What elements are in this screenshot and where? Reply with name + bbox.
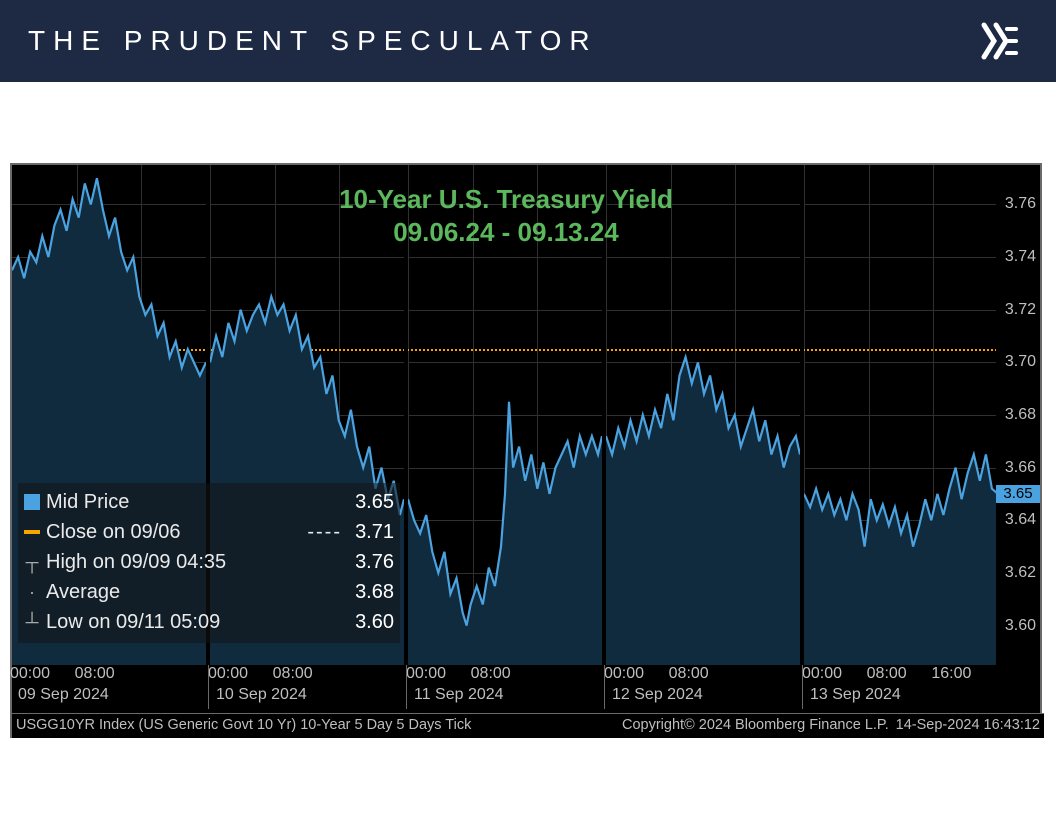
legend-value: 3.71 [342,521,394,544]
header: THE PRUDENT SPECULATOR [0,0,1056,82]
x-time-label: 08:00 [867,665,907,683]
x-day-separator [604,665,605,709]
x-date-label: 10 Sep 2024 [216,686,410,704]
x-day-group: 00:0008:0011 Sep 2024 [408,665,602,713]
legend-swatch-icon: · [24,584,40,600]
x-time-label: 08:00 [75,665,115,683]
legend-dash: ---- [307,521,342,544]
x-time-label: 08:00 [471,665,511,683]
legend-label: Close on 09/06 [46,521,307,544]
chart-footer: USGG10YR Index (US Generic Govt 10 Yr) 1… [12,713,1044,738]
x-date-label: 09 Sep 2024 [18,686,212,704]
y-axis: 3.60 3.62 3.64 3.66 3.68 3.70 3.72 3.74 3.76 3.65 [996,165,1040,665]
x-day-group: 00:0008:0010 Sep 2024 [210,665,404,713]
page-title: THE PRUDENT SPECULATOR [28,25,598,57]
x-time-label: 00:00 [10,665,50,683]
chart-plot: Mid Price3.65Close on 09/06 ---- 3.71┬Hi… [12,165,1000,665]
footer-mid: Copyright© 2024 Bloomberg Finance L.P. [622,717,889,733]
x-date-label: 11 Sep 2024 [414,686,608,704]
x-time-label: 00:00 [802,665,842,683]
x-time-label: 00:00 [208,665,248,683]
last-price-badge: 3.65 [996,485,1040,503]
x-day-group: 00:0008:0016:0013 Sep 2024 [804,665,998,713]
legend-label: Average [46,581,342,604]
x-time-label: 16:00 [931,665,971,683]
legend-row: ┬ High on 09/09 04:353.76 [24,547,394,577]
legend-swatch-icon [24,524,40,540]
legend-swatch-icon: ┴ [24,614,40,630]
legend: Mid Price3.65Close on 09/06 ---- 3.71┬Hi… [18,483,400,643]
x-day-group: 00:0008:0009 Sep 2024 [12,665,206,713]
y-tick-label: 3.70 [1005,353,1036,371]
x-time-label: 00:00 [406,665,446,683]
x-day-separator [406,665,407,709]
x-axis: 00:00 08:00 09 Sep 2024 00:00 08:00 10 Sep 20… [12,665,1000,713]
y-tick-label: 3.62 [1005,564,1036,582]
x-date-label: 12 Sep 2024 [612,686,806,704]
legend-value: 3.60 [342,611,394,634]
legend-swatch-icon: ┬ [24,554,40,570]
legend-swatch-icon [24,494,40,510]
x-day-separator [802,665,803,709]
chart-container: Mid Price3.65Close on 09/06 ---- 3.71┬Hi… [10,163,1042,738]
legend-value: 3.68 [342,581,394,604]
legend-value: 3.76 [342,551,394,574]
x-date-label: 13 Sep 2024 [810,686,1004,704]
legend-row: Close on 09/06 ---- 3.71 [24,517,394,547]
y-tick-label: 3.64 [1005,511,1036,529]
footer-left: USGG10YR Index (US Generic Govt 10 Yr) 1… [16,717,471,733]
series-segment [606,165,800,665]
legend-row: Mid Price3.65 [24,487,394,517]
x-time-label: 08:00 [273,665,313,683]
series-segment [408,165,602,665]
legend-label: Low on 09/11 05:09 [46,611,342,634]
x-time-label: 00:00 [604,665,644,683]
y-tick-label: 3.74 [1005,248,1036,266]
y-tick-label: 3.60 [1005,617,1036,635]
y-tick-label: 3.66 [1005,459,1036,477]
legend-row: · Average3.68 [24,577,394,607]
legend-label: Mid Price [46,491,342,514]
logo-icon [978,21,1018,61]
x-time-label: 08:00 [669,665,709,683]
y-tick-label: 3.72 [1005,301,1036,319]
x-day-separator [208,665,209,709]
series-segment [804,165,998,665]
legend-value: 3.65 [342,491,394,514]
y-tick-label: 3.76 [1005,195,1036,213]
y-tick-label: 3.68 [1005,406,1036,424]
footer-right: 14-Sep-2024 16:43:12 [896,717,1040,733]
x-day-group: 00:0008:0012 Sep 2024 [606,665,800,713]
legend-row: ┴ Low on 09/11 05:093.60 [24,607,394,637]
legend-label: High on 09/09 04:35 [46,551,342,574]
